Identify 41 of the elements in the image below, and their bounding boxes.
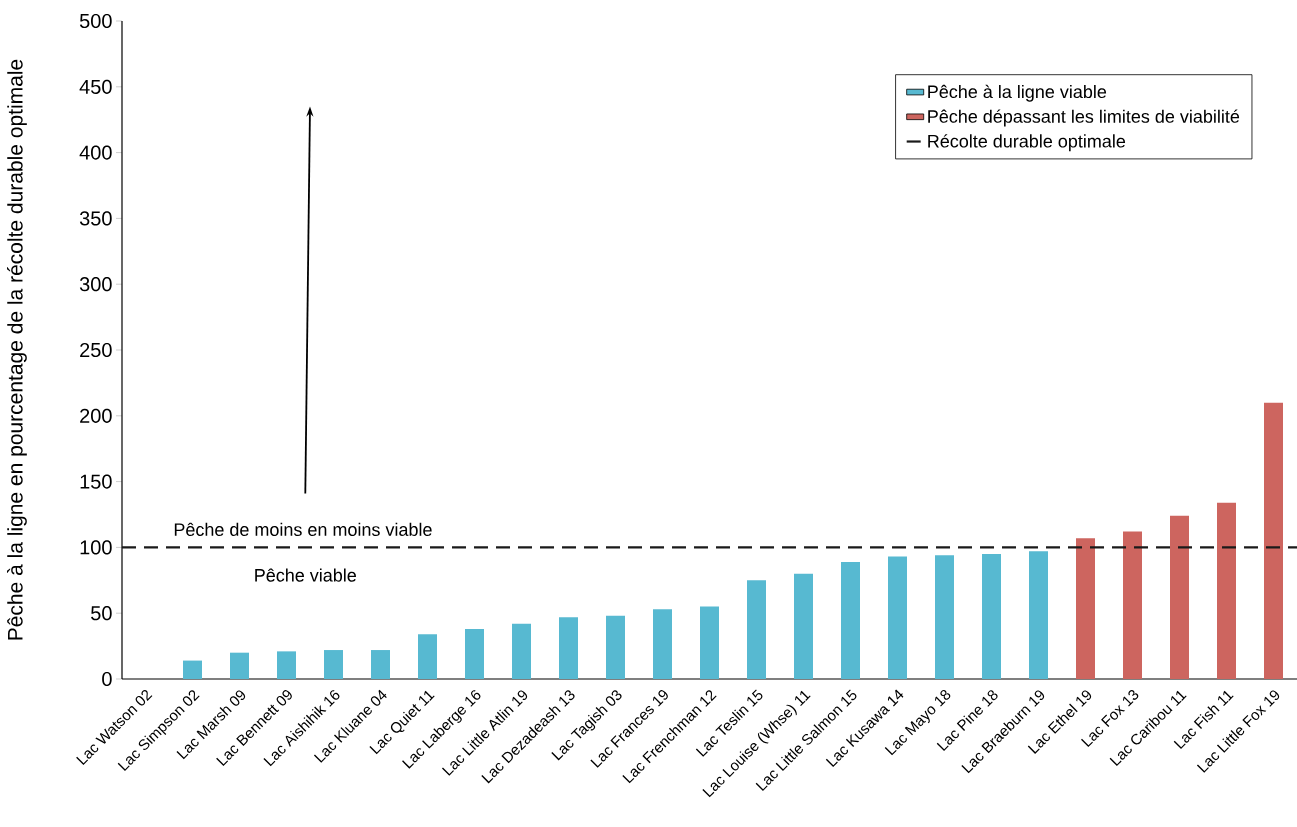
bar [747,580,766,679]
legend-label: Pêche dépassant les limites de viabilité [928,109,1240,127]
bar [1170,515,1189,679]
annotation: Pêche de moins en moins viable [174,522,432,536]
bar [1029,551,1048,679]
bar [277,651,296,679]
y-tick-label: 350 [79,211,112,226]
bar [653,609,672,679]
bar [371,650,390,679]
legend-label: Pêche à la ligne viable [928,84,1107,102]
bar [559,617,578,679]
y-tick-label: 450 [79,79,112,94]
bar [794,573,813,679]
bar [324,650,343,679]
bar [1264,402,1283,679]
y-axis-title: Pêche à la ligne en pourcentage de la récolte durable optimale [7,59,27,640]
bar [606,615,625,679]
y-tick-label: 300 [79,277,112,292]
bar [888,556,907,679]
y-tick-label: 50 [91,606,112,621]
bar [512,623,531,679]
bar [183,660,202,679]
bar [418,634,437,679]
bar [1076,538,1095,679]
bar [982,553,1001,679]
bar [935,555,954,679]
bar [230,652,249,679]
y-tick-label: 200 [80,408,112,423]
legend-label: Récolte durable optimale [928,134,1126,152]
y-tick-label: 150 [80,474,112,489]
bar [1123,531,1142,679]
y-tick-label: 500 [79,13,112,29]
y-tick-label: 0 [102,671,112,687]
bar [700,606,719,679]
bar [841,561,860,679]
annotation: Pêche viable [255,568,357,582]
y-tick-label: 400 [79,145,112,160]
bar [465,628,484,679]
bar [1217,502,1236,679]
y-tick-label: 250 [80,342,112,358]
y-tick-label: 100 [80,540,112,555]
